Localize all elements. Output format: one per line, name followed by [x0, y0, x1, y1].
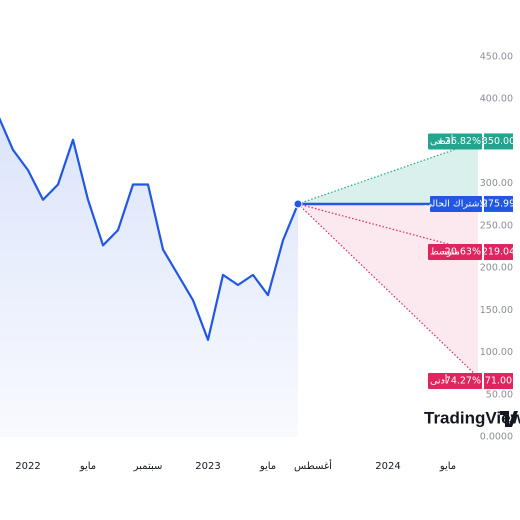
y-tick-label: 150.00	[480, 305, 513, 316]
x-tick-label: أغسطس	[294, 459, 332, 472]
level-name: أقصى	[430, 134, 454, 147]
value-label: 219.04	[482, 247, 515, 258]
forecast-down-zone	[298, 203, 478, 378]
value-label: 275.99	[482, 198, 515, 209]
x-tick-label: 2022	[15, 461, 40, 472]
level-change: -74.27%	[441, 376, 481, 387]
plot-area: 450.00 400.00 350.00 300.00 250.00 200.00 150.…	[0, 52, 515, 472]
level-change: +26.82%	[437, 136, 481, 147]
x-tick-label: 2023	[195, 461, 220, 472]
value-box	[484, 195, 513, 212]
price-line	[0, 117, 300, 341]
x-tick-label: 2024	[375, 461, 400, 472]
level-box	[428, 133, 482, 150]
level-name: متوسط	[430, 247, 460, 258]
y-tick-label: 300.00	[480, 178, 513, 189]
level-box	[428, 244, 482, 261]
level-box	[428, 373, 482, 390]
forecast-line	[297, 203, 479, 253]
y-tick-label: 0.0000	[480, 432, 513, 443]
value-label: 71.00	[485, 376, 512, 387]
forecast-line	[297, 140, 479, 205]
logo-icon	[500, 411, 518, 427]
value-box	[484, 133, 513, 150]
level-box	[430, 195, 482, 212]
price-area	[0, 119, 298, 437]
level-name: أدنى	[430, 374, 448, 387]
y-tick-label: 50.00	[486, 389, 513, 400]
x-tick-label: مايو	[79, 461, 96, 472]
value-box	[484, 244, 513, 261]
y-tick-label: 400.00	[480, 94, 513, 105]
last-point	[293, 199, 303, 209]
level-change: -20.63%	[441, 247, 481, 258]
value-label: 350.00	[482, 136, 515, 147]
level-name: الاشتراك الحالي	[425, 198, 488, 209]
y-tick-label: 100.00	[480, 347, 513, 358]
logo: TradingView	[424, 408, 520, 427]
x-tick-label: سبتمبر	[133, 461, 163, 472]
value-box	[484, 373, 513, 390]
y-tick-label: 450.00	[480, 52, 513, 63]
x-tick-label: مايو	[259, 461, 276, 472]
logo-text: TradingView	[424, 408, 520, 427]
y-tick-label: 200.00	[480, 263, 513, 274]
x-tick-label: مايو	[439, 461, 456, 472]
y-tick-label: 250.00	[480, 220, 513, 231]
